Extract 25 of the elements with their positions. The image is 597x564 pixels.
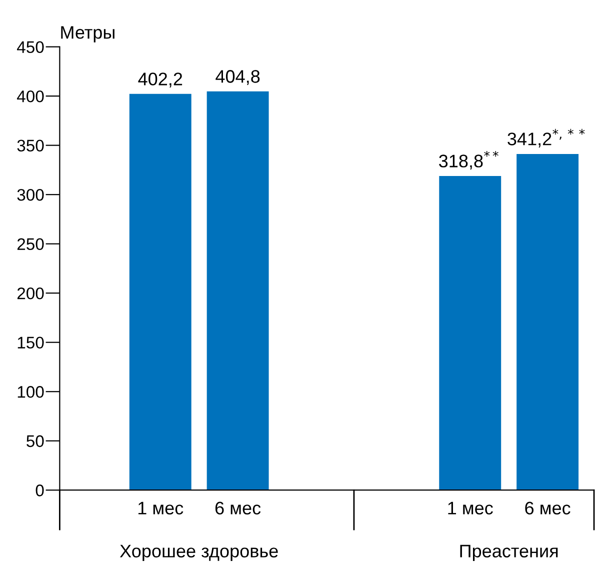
x-tick-label: 6 мес <box>215 502 261 514</box>
y-tick-label: 350 <box>17 140 44 152</box>
bar <box>439 176 502 490</box>
x-tick-label: 6 мес <box>525 502 570 514</box>
y-tick-label: 0 <box>36 484 44 496</box>
y-tick-label: 300 <box>17 188 44 201</box>
data-label: 318,8$^{**}$ <box>439 150 498 170</box>
x-tick-label: 1 мес <box>448 502 493 514</box>
text: Преастения <box>460 544 558 562</box>
bar <box>516 154 579 490</box>
y-tick-label: 100 <box>18 386 44 398</box>
y-tick-label: 400 <box>17 90 44 102</box>
y-tick-label: 200 <box>17 287 44 300</box>
bar <box>206 91 269 490</box>
y-tick-label: 250 <box>17 238 44 250</box>
data-label: 402,2 <box>138 72 182 88</box>
y-tick-label: 50 <box>26 435 44 448</box>
bar <box>129 94 192 490</box>
y-tick-label: 150 <box>18 336 44 349</box>
data-label: 404,8 <box>216 70 260 85</box>
y-axis-title: Метры <box>61 26 114 42</box>
y-tick-label: 450 <box>17 41 44 54</box>
x-tick-label: 1 мес <box>138 502 184 514</box>
text: Хорошее здоровье <box>120 544 278 562</box>
data-label: 341,2$^{*,**}$ <box>508 128 585 148</box>
